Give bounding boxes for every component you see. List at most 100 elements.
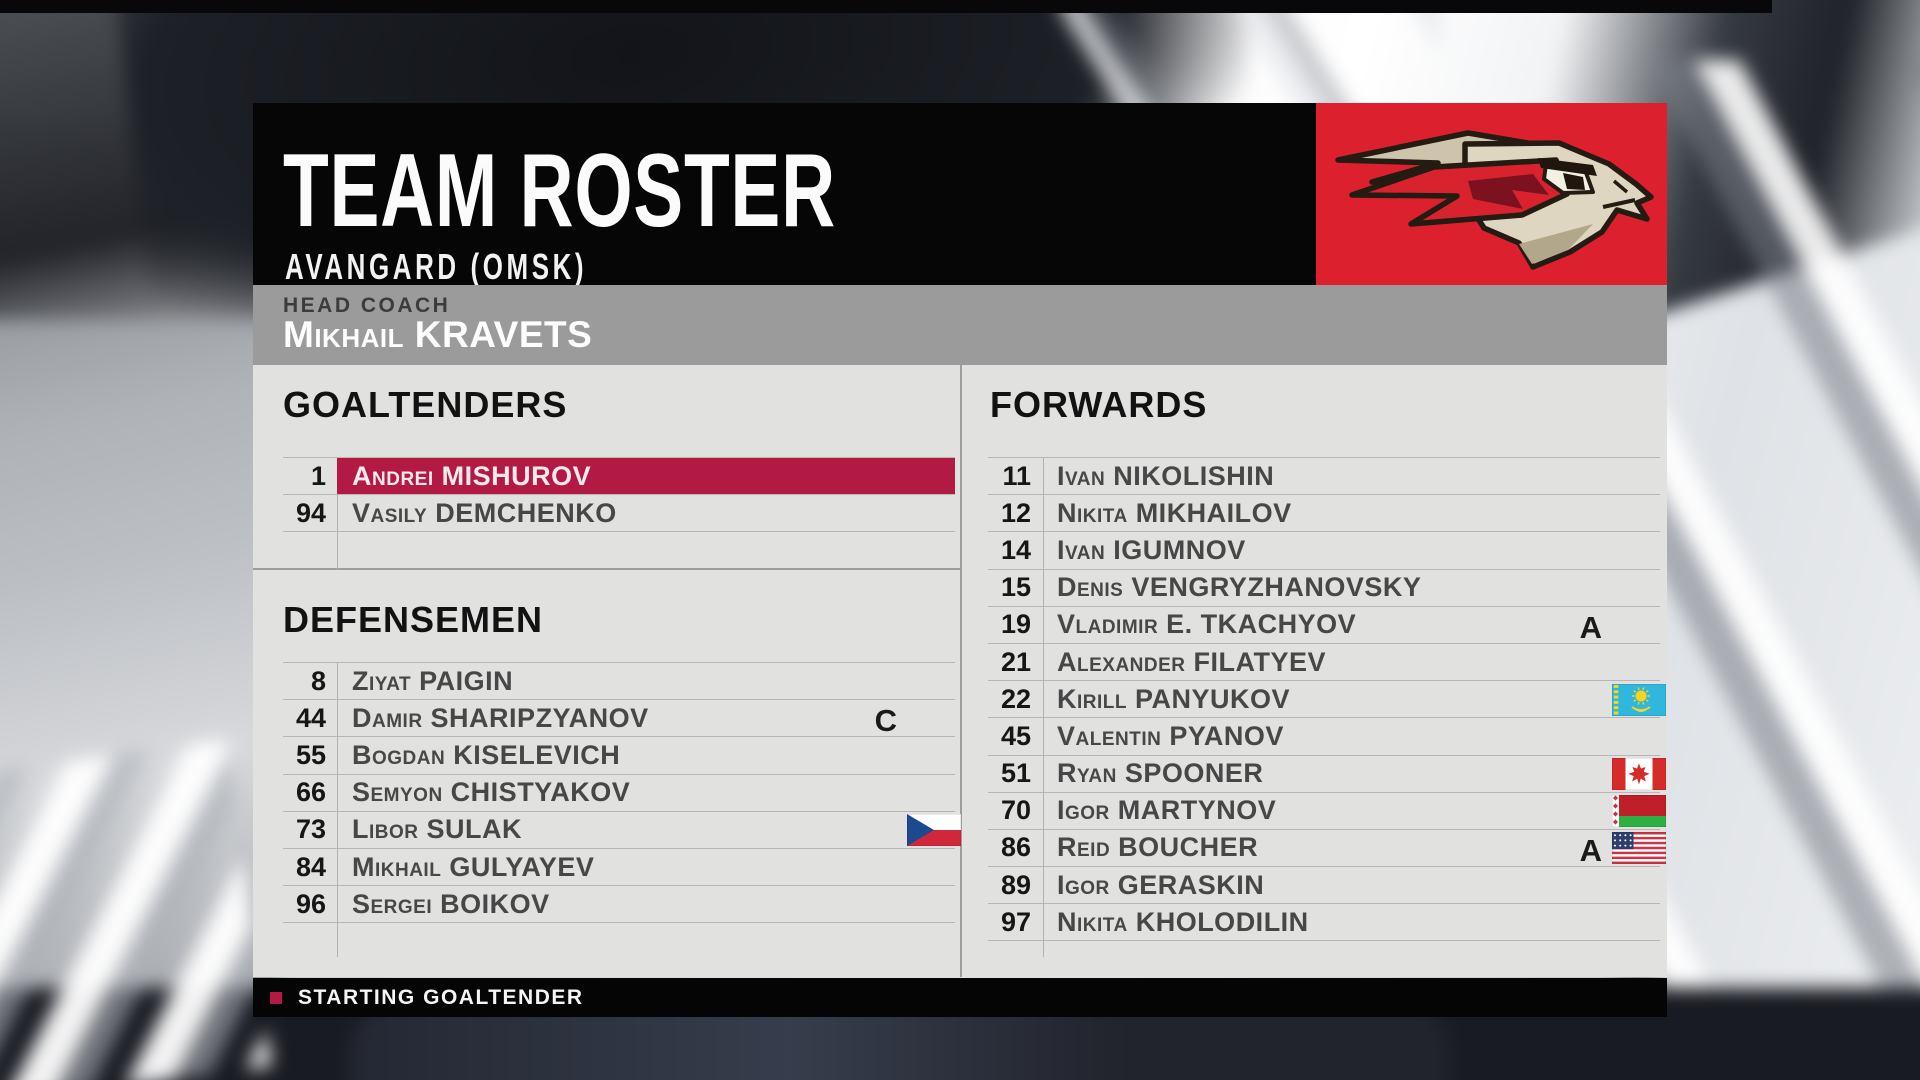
player-number: 73 xyxy=(295,814,326,845)
goaltenders-defensemen-divider xyxy=(253,568,961,570)
head-coach-band: HEAD COACH Mikhail KRAVETS xyxy=(253,285,1667,365)
player-number: 19 xyxy=(1000,609,1031,640)
player-row: 51 Ryan SPOONER xyxy=(988,754,1666,792)
player-number: 55 xyxy=(295,739,326,770)
player-name: Andrei MISHUROV xyxy=(352,460,592,491)
player-name: Damir SHARIPZYANOV xyxy=(352,702,649,733)
player-row: 86 Reid BOUCHER A xyxy=(988,828,1666,868)
page-title: TEAM ROSTER xyxy=(283,133,836,249)
player-name: Nikita MIKHAILOV xyxy=(1057,497,1292,528)
canada-flag-icon xyxy=(1612,758,1666,790)
player-name: Semyon CHISTYAKOV xyxy=(352,777,631,808)
player-name: Libor SULAK xyxy=(352,814,522,845)
player-row: 8 Ziyat PAIGIN xyxy=(283,662,955,699)
player-name: Ivan IGUMNOV xyxy=(1057,534,1246,565)
goaltenders-list: 1 Andrei MISHUROV 94 Vasily DEMCHENKO xyxy=(283,457,955,569)
player-row: 73 Libor SULAK xyxy=(283,810,961,848)
forwards-list: 11 Ivan NIKOLISHIN 12 Nikita MIKHAILOV 14 Iva… xyxy=(988,457,1666,942)
player-row: 89 Igor GERASKIN xyxy=(988,866,1660,903)
defensemen-list: 8 Ziyat PAIGIN 44 Damir SHARIPZYANOV C 55 Bogd… xyxy=(283,662,961,924)
legend-bar: STARTING GOALTENDER xyxy=(253,978,1667,1017)
belarus-flag-icon xyxy=(1612,795,1666,828)
czech-republic-flag-icon xyxy=(907,814,961,847)
player-number: 94 xyxy=(295,497,326,528)
roster-panel: GOALTENDERS DEFENSEMEN FORWARDS 1 Andrei … xyxy=(253,365,1667,977)
alternate-captain-badge: A xyxy=(1579,609,1602,645)
kazakhstan-flag-icon xyxy=(1612,683,1666,716)
player-row: 11 Ivan NIKOLISHIN xyxy=(988,457,1660,494)
player-row: 14 Ivan IGUMNOV xyxy=(988,531,1660,568)
player-number: 22 xyxy=(1000,683,1031,714)
player-number: 21 xyxy=(1000,646,1031,677)
player-name: Sergei BOIKOV xyxy=(352,888,550,919)
player-number: 70 xyxy=(1000,795,1031,826)
list-end-line xyxy=(988,940,1660,942)
player-name: Alexander FILATYEV xyxy=(1057,646,1327,677)
team-name: AVANGARD (OMSK) xyxy=(285,246,588,287)
player-row: 55 Bogdan KISELEVICH xyxy=(283,736,955,773)
player-row: 22 Kirill PANYUKOV xyxy=(988,680,1666,717)
player-name: Mikhail GULYAYEV xyxy=(352,851,595,882)
head-coach-label: HEAD COACH xyxy=(283,294,451,317)
player-row xyxy=(283,531,955,568)
player-name: Valentin PYANOV xyxy=(1057,720,1284,751)
player-row: 44 Damir SHARIPZYANOV C xyxy=(283,699,955,739)
player-name: Bogdan KISELEVICH xyxy=(352,739,621,770)
header: TEAM ROSTER AVANGARD (OMSK) xyxy=(253,103,1316,285)
player-row: 1 Andrei MISHUROV xyxy=(283,457,955,495)
player-row: 12 Nikita MIKHAILOV xyxy=(988,494,1660,531)
player-name: Ziyat PAIGIN xyxy=(352,665,514,696)
player-number: 97 xyxy=(1000,906,1031,937)
list-end-line xyxy=(283,922,955,924)
player-name: Vladimir E. TKACHYOV xyxy=(1057,609,1357,640)
player-number: 66 xyxy=(295,777,326,808)
player-number: 11 xyxy=(1002,460,1031,491)
number-column-divider xyxy=(337,457,338,569)
column-divider xyxy=(960,365,962,977)
player-row: 96 Sergei BOIKOV xyxy=(283,885,955,922)
head-coach-name: Mikhail KRAVETS xyxy=(283,314,593,355)
player-number: 8 xyxy=(310,665,326,696)
player-number: 1 xyxy=(310,460,326,491)
player-row: 84 Mikhail GULYAYEV xyxy=(283,847,955,885)
player-row: 70 Igor MARTYNOV xyxy=(988,791,1666,829)
player-name: Vasily DEMCHENKO xyxy=(352,497,617,528)
player-number: 45 xyxy=(1000,720,1031,751)
player-name: Denis VENGRYZHANOVSKY xyxy=(1057,572,1422,603)
section-title-goaltenders: GOALTENDERS xyxy=(283,384,568,425)
player-number: 86 xyxy=(1000,832,1031,863)
player-number: 14 xyxy=(1000,534,1031,565)
section-title-forwards: FORWARDS xyxy=(990,384,1208,425)
player-number: 89 xyxy=(1000,869,1031,900)
player-name: Reid BOUCHER xyxy=(1057,832,1259,863)
team-logo-panel xyxy=(1316,103,1667,285)
captain-badge: C xyxy=(874,703,897,739)
player-row: 45 Valentin PYANOV xyxy=(988,717,1660,754)
player-row: 94 Vasily DEMCHENKO xyxy=(283,494,955,531)
player-name: Igor MARTYNOV xyxy=(1057,795,1277,826)
player-number: 44 xyxy=(295,702,326,733)
alternate-captain-badge: A xyxy=(1579,832,1602,868)
player-name: Nikita KHOLODILIN xyxy=(1057,906,1309,937)
player-number: 15 xyxy=(1000,572,1031,603)
player-row: 97 Nikita KHOLODILIN xyxy=(988,903,1660,940)
player-number: 84 xyxy=(295,851,326,882)
player-name: Ivan NIKOLISHIN xyxy=(1057,460,1275,491)
number-column-divider xyxy=(337,662,338,957)
player-row: 19 Vladimir E. TKACHYOV A xyxy=(988,605,1660,645)
background-top-strip xyxy=(0,0,1772,13)
player-name: Igor GERASKIN xyxy=(1057,869,1265,900)
number-column-divider xyxy=(1043,457,1044,957)
player-name: Ryan SPOONER xyxy=(1057,758,1264,789)
legend-label: STARTING GOALTENDER xyxy=(298,985,584,1009)
hawk-logo-icon xyxy=(1335,130,1654,270)
player-row: 21 Alexander FILATYEV xyxy=(988,642,1660,680)
player-number: 96 xyxy=(295,888,326,919)
section-title-defensemen: DEFENSEMEN xyxy=(283,599,544,640)
player-number: 51 xyxy=(1000,758,1031,789)
player-number: 12 xyxy=(1000,497,1031,528)
player-name: Kirill PANYUKOV xyxy=(1057,683,1291,714)
usa-flag-icon xyxy=(1612,832,1666,865)
starting-goaltender-highlight xyxy=(337,458,955,495)
